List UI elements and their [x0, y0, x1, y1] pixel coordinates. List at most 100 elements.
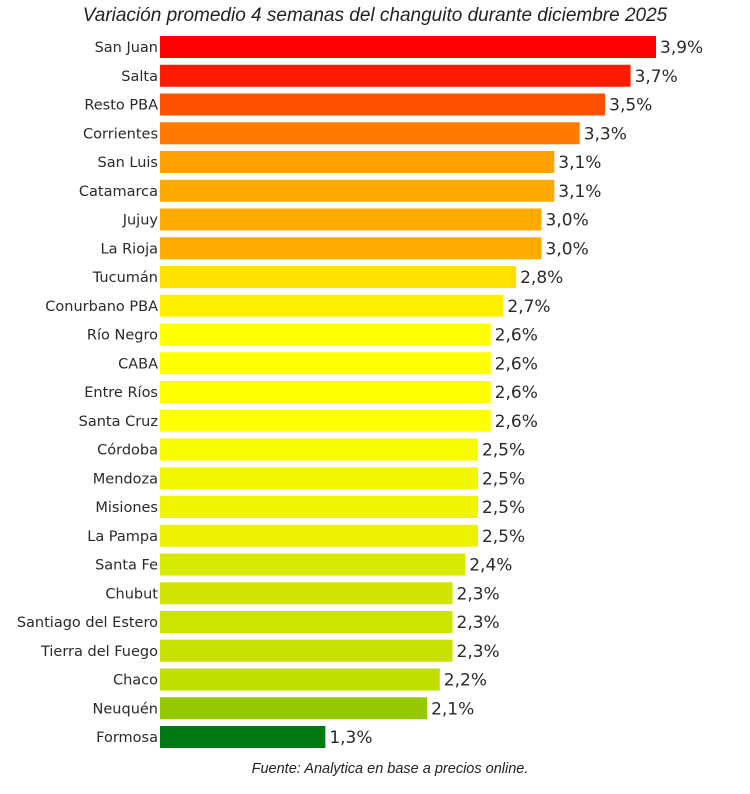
category-label: Catamarca	[79, 184, 158, 200]
bar-group: Misiones 2,5%	[95, 496, 525, 518]
bar	[160, 668, 440, 691]
bar	[160, 266, 517, 288]
bar-group: Corrientes 3,3%	[83, 122, 627, 145]
bar	[160, 409, 491, 432]
bar	[160, 467, 478, 490]
value-label: 2,3%	[457, 613, 500, 633]
category-label: Misiones	[95, 500, 158, 516]
value-label: 2,5%	[482, 527, 525, 547]
value-label: 3,9%	[660, 38, 703, 58]
category-label: Santa Fe	[95, 558, 158, 574]
bar-group: CABA 2,6%	[118, 352, 538, 375]
bar	[160, 611, 453, 633]
value-label: 3,1%	[558, 153, 601, 173]
value-label: 3,0%	[546, 239, 589, 259]
bar-group: Santa Cruz 2,6%	[79, 409, 538, 432]
value-label: 3,1%	[558, 182, 601, 202]
bar-group: Formosa 1,3%	[96, 726, 373, 748]
bar-group: Catamarca 3,1%	[79, 179, 601, 202]
bar-group: Tierra del Fuego 2,3%	[40, 639, 500, 662]
bar-group: Chubut 2,3%	[105, 582, 500, 605]
bar	[160, 352, 491, 375]
bar-group: La Rioja 3,0%	[101, 237, 589, 260]
value-label: 2,6%	[495, 412, 538, 432]
category-label: Tierra del Fuego	[40, 644, 158, 660]
value-label: 1,3%	[329, 728, 372, 748]
bar-group: La Pampa 2,5%	[87, 524, 525, 547]
category-label: Córdoba	[97, 443, 158, 459]
category-label: Santiago del Estero	[17, 615, 158, 631]
category-label: Salta	[121, 69, 158, 85]
bar-group: San Luis 3,1%	[98, 151, 601, 173]
bar	[160, 122, 580, 145]
value-label: 3,5%	[609, 96, 652, 116]
chart-source: Fuente: Analytica en base a precios onli…	[251, 761, 529, 777]
value-label: 2,6%	[495, 326, 538, 346]
bar	[160, 524, 478, 547]
category-label: Jujuy	[122, 213, 159, 229]
value-label: 2,4%	[469, 556, 512, 576]
category-label: La Pampa	[87, 529, 158, 545]
category-label: Santa Cruz	[79, 414, 158, 430]
bar	[160, 496, 478, 518]
bar	[160, 151, 555, 173]
bar-group: Santiago del Estero 2,3%	[17, 611, 500, 633]
category-label: Resto PBA	[84, 98, 158, 114]
bar-group: Mendoza 2,5%	[93, 467, 525, 490]
category-label: Entre Ríos	[84, 385, 158, 401]
bar-group: Entre Ríos 2,6%	[84, 381, 538, 403]
bar	[160, 582, 453, 605]
category-label: La Rioja	[101, 241, 158, 257]
value-label: 2,5%	[482, 441, 525, 461]
bar-group: Salta 3,7%	[121, 64, 678, 87]
chart-title: Variación promedio 4 semanas del changui…	[82, 5, 668, 26]
category-label: Mendoza	[93, 471, 158, 487]
value-label: 2,7%	[507, 297, 550, 317]
value-label: 2,5%	[482, 469, 525, 489]
bar	[160, 323, 491, 346]
value-label: 2,6%	[495, 354, 538, 374]
bar	[160, 697, 428, 720]
category-label: CABA	[118, 356, 158, 372]
bar	[160, 36, 656, 58]
bar-group: Resto PBA 3,5%	[84, 93, 652, 116]
bar	[160, 726, 326, 748]
bar	[160, 553, 466, 576]
bar-group: Jujuy 3,0%	[122, 208, 589, 231]
category-label: Chubut	[105, 586, 158, 602]
value-label: 2,8%	[520, 268, 563, 288]
bar	[160, 639, 453, 662]
category-label: Corrientes	[83, 126, 158, 142]
value-label: 2,3%	[457, 584, 500, 604]
bar-group: Neuquén 2,1%	[93, 697, 474, 720]
category-label: Conurbano PBA	[45, 299, 158, 315]
value-label: 3,3%	[584, 124, 627, 144]
category-label: Chaco	[113, 673, 158, 689]
value-label: 2,3%	[457, 642, 500, 662]
bar	[160, 64, 631, 87]
bar	[160, 294, 504, 317]
category-label: San Juan	[95, 40, 158, 56]
category-label: Tucumán	[92, 270, 158, 286]
value-label: 3,0%	[546, 211, 589, 231]
bar-group: Chaco 2,2%	[113, 668, 487, 691]
bar	[160, 237, 542, 260]
category-label: Río Negro	[87, 328, 158, 344]
value-label: 2,2%	[444, 671, 487, 691]
value-label: 2,6%	[495, 383, 538, 403]
bar-group: Tucumán 2,8%	[92, 266, 563, 288]
bar-group: San Juan 3,9%	[95, 36, 703, 58]
value-label: 2,1%	[431, 699, 474, 719]
bar-group: Conurbano PBA 2,7%	[45, 294, 551, 317]
bar	[160, 208, 542, 231]
bar	[160, 179, 555, 202]
bar	[160, 438, 478, 461]
bar	[160, 93, 606, 116]
bar	[160, 381, 491, 403]
value-label: 3,7%	[635, 67, 678, 87]
category-label: Formosa	[96, 730, 158, 746]
bar-group: Santa Fe 2,4%	[95, 553, 512, 576]
bar-group: Córdoba 2,5%	[97, 438, 525, 461]
category-label: San Luis	[98, 155, 159, 171]
